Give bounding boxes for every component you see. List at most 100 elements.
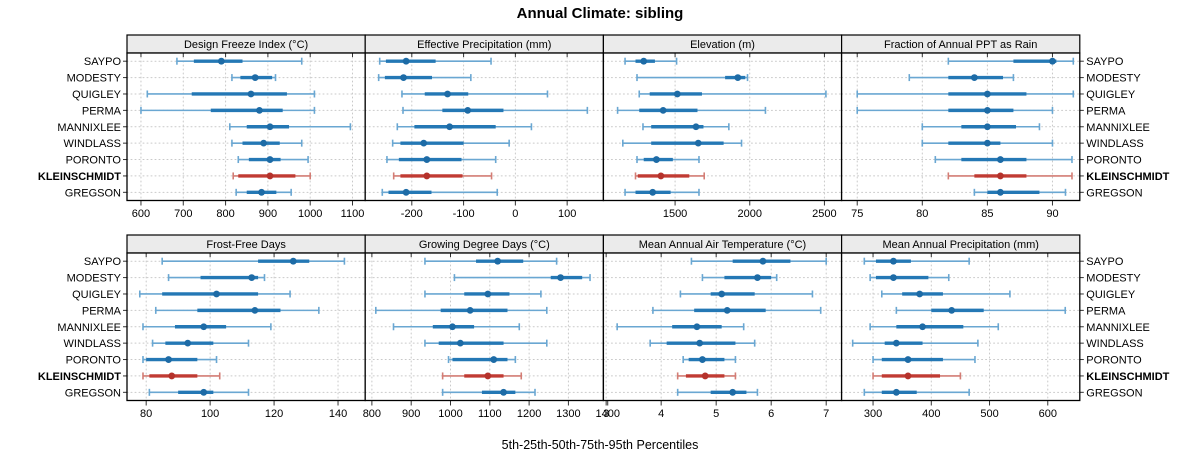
median-dot xyxy=(200,388,208,396)
series-kleinschmidt xyxy=(142,372,221,380)
median-dot xyxy=(289,257,297,265)
site-label-right: KLEINSCHMIDT xyxy=(1086,171,1169,183)
median-dot xyxy=(723,306,731,314)
median-dot xyxy=(449,323,456,331)
x-tick-label: 90 xyxy=(1046,208,1058,220)
series-mannixlee xyxy=(642,123,730,131)
series-gregson xyxy=(624,188,700,196)
panel-mean-annual-air-temperature-c: Mean Annual Air Temperature (°C) 3 4 5 6 7 xyxy=(602,234,843,420)
series-kleinschmidt xyxy=(634,172,706,180)
site-label-right: MODESTY xyxy=(1086,273,1141,285)
x-tick-label: 6 xyxy=(768,408,774,420)
series-gregson xyxy=(235,188,292,196)
x-tick-label: 400 xyxy=(922,408,940,420)
series-quigley xyxy=(401,90,549,98)
median-dot xyxy=(1049,57,1056,65)
site-label-right: PERMA xyxy=(1086,305,1126,317)
median-dot xyxy=(168,372,176,380)
x-tick-label: 1000 xyxy=(438,408,462,420)
median-dot xyxy=(557,274,564,281)
panel-title: Fraction of Annual PPT as Rain xyxy=(884,39,1037,51)
median-dot xyxy=(701,372,709,380)
site-label-right: MANNIXLEE xyxy=(1086,322,1150,334)
median-dot xyxy=(970,74,978,81)
median-dot xyxy=(754,274,761,281)
series-poronto xyxy=(682,356,737,364)
site-label-left: WINDLASS xyxy=(64,138,121,150)
series-perma xyxy=(154,306,320,314)
series-poronto xyxy=(386,156,497,164)
x-tick-label: 2000 xyxy=(738,208,762,220)
site-label-right: PORONTO xyxy=(1086,155,1142,167)
x-tick-label: 2500 xyxy=(812,208,836,220)
panel-effective-precipitation-mm: Effective Precipitation (mm) -200 -100 0 100 xyxy=(364,34,605,220)
x-tick-label: -200 xyxy=(401,208,423,220)
series-modesty xyxy=(453,274,591,282)
series-quigley xyxy=(880,290,1011,298)
site-label-left: PORONTO xyxy=(66,155,122,167)
median-dot xyxy=(919,323,926,331)
site-label-left: MANNIXLEE xyxy=(57,322,121,334)
panel-border xyxy=(840,52,1081,202)
median-dot xyxy=(400,74,407,81)
series-modesty xyxy=(701,274,778,282)
x-tick-label: 1200 xyxy=(517,408,541,420)
median-dot xyxy=(423,172,431,180)
median-dot xyxy=(983,90,991,98)
median-dot xyxy=(904,356,912,363)
series-modesty xyxy=(636,74,749,82)
site-label-right: SAYPO xyxy=(1086,56,1124,68)
series-perma xyxy=(402,106,589,114)
series-modesty xyxy=(869,274,950,282)
series-mannixlee xyxy=(616,323,745,331)
median-dot xyxy=(420,139,428,147)
median-dot xyxy=(904,372,912,380)
median-dot xyxy=(402,188,410,196)
series-modesty xyxy=(231,74,277,82)
median-dot xyxy=(423,156,431,163)
x-tick-label: 900 xyxy=(259,208,277,220)
series-poronto xyxy=(872,356,976,364)
median-dot xyxy=(948,306,956,314)
median-dot xyxy=(718,290,726,298)
series-kleinschmidt xyxy=(441,372,523,380)
panel-fraction-of-annual-ppt-as-rain: Fraction of Annual PPT as Rain 75 80 85 90 SA… xyxy=(840,34,1170,220)
site-label-left: QUIGLEY xyxy=(72,289,122,301)
x-tick-label: 900 xyxy=(402,408,420,420)
site-label-left: GREGSON xyxy=(65,387,121,399)
median-dot xyxy=(256,106,263,114)
panel-elevation-m: Elevation (m) 1500 2000 2500 xyxy=(602,34,843,220)
x-tick-label: 500 xyxy=(980,408,998,420)
median-dot xyxy=(266,172,274,180)
site-label-left: PERMA xyxy=(82,105,122,117)
median-dot xyxy=(673,90,681,98)
x-tick-label: 1400 xyxy=(595,408,619,420)
median-dot xyxy=(500,388,507,396)
median-dot xyxy=(983,139,991,147)
site-label-left: SAYPO xyxy=(84,256,122,268)
median-dot xyxy=(200,323,208,331)
median-dot xyxy=(759,257,767,265)
median-dot xyxy=(983,106,991,114)
series-quigley xyxy=(638,90,827,98)
x-tick-label: 1500 xyxy=(663,208,687,220)
median-dot xyxy=(997,172,1004,180)
x-tick-label: 80 xyxy=(916,208,928,220)
x-tick-label: 1100 xyxy=(478,408,502,420)
series-mannixlee xyxy=(392,323,521,331)
median-dot xyxy=(916,290,924,298)
site-label-right: WINDLASS xyxy=(1086,338,1143,350)
panel-title: Mean Annual Air Temperature (°C) xyxy=(639,239,806,251)
median-dot xyxy=(997,156,1004,163)
chart-title: Annual Climate: sibling xyxy=(516,5,684,22)
median-dot xyxy=(251,306,259,314)
median-dot xyxy=(657,172,665,180)
series-gregson xyxy=(381,188,499,196)
site-label-left: PERMA xyxy=(82,305,122,317)
median-dot xyxy=(892,339,900,347)
series-saypo xyxy=(863,257,970,265)
median-dot xyxy=(402,57,410,65)
x-tick-label: -100 xyxy=(453,208,475,220)
x-tick-label: 1100 xyxy=(341,208,365,220)
